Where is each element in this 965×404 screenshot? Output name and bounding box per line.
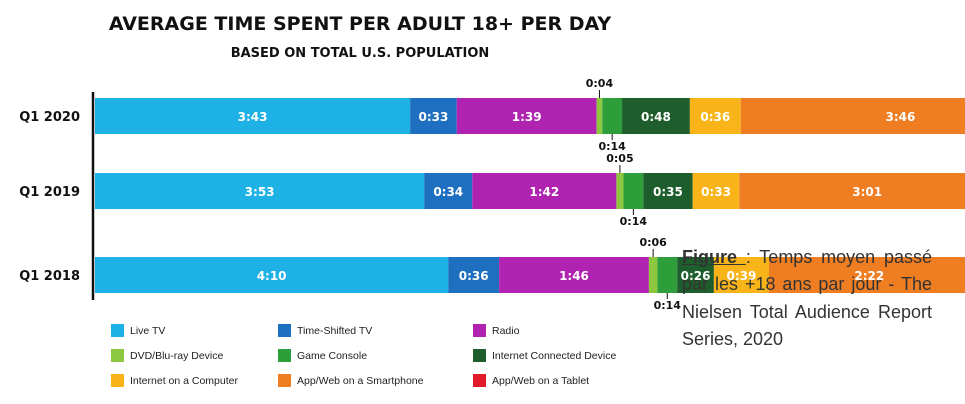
legend-label-internet-connected-device: Internet Connected Device (492, 350, 616, 362)
data-label-internet-connected-device-q1-2019: 0:35 (653, 185, 683, 199)
bar-segment-dvd-blu-ray-device-q1-2018 (648, 257, 658, 293)
bar-segment-game-console-q1-2020 (602, 98, 623, 134)
bar-segment-dvd-blu-ray-device-q1-2019 (616, 173, 624, 209)
caption-figure-label: Figure (682, 247, 746, 267)
legend-label-dvd-blu-ray-device: DVD/Blu-ray Device (130, 350, 224, 362)
data-label-live-tv-q1-2020: 3:43 (238, 110, 268, 124)
data-label-game-console-q1-2018: 0:14 (654, 299, 682, 312)
data-label-internet-on-a-computer-q1-2020: 0:36 (700, 110, 730, 124)
data-label-app-web-on-a-smartphone-q1-2018: 2:22 (854, 269, 884, 283)
data-label-dvd-q1-2018: 0:06 (639, 236, 667, 249)
bar-segment-app-web-on-a-smartphone-q1-2018 (769, 257, 965, 293)
legend-label-app-web-on-a-tablet: App/Web on a Tablet (492, 375, 589, 387)
legend-label-radio: Radio (492, 325, 520, 337)
bar-segment-radio-q1-2020 (456, 98, 597, 134)
bar-segment-game-console-q1-2018 (657, 257, 678, 293)
legend-swatch-internet-on-a-computer (111, 374, 124, 387)
category-label-q1-2019: Q1 2019 (19, 185, 80, 200)
bar-segment-live-tv-q1-2019 (95, 173, 425, 209)
data-label-radio-q1-2019: 1:42 (529, 185, 559, 199)
legend-swatch-dvd-blu-ray-device (111, 349, 124, 362)
bar-segment-time-shifted-tv-q1-2019 (424, 173, 473, 209)
legend-label-game-console: Game Console (297, 350, 367, 362)
bar-segment-internet-on-a-computer-q1-2019 (692, 173, 740, 209)
caption-text: Temps moyen passé par les +18 ans par jo… (682, 247, 932, 350)
legend-swatch-app-web-on-a-tablet (473, 374, 486, 387)
caption-separator: : (745, 247, 751, 267)
data-label-dvd-q1-2020: 0:04 (586, 77, 614, 90)
data-label-radio-q1-2020: 1:39 (512, 110, 542, 124)
bar-segment-dvd-blu-ray-device-q1-2020 (596, 98, 603, 134)
legend: Live TV Time-Shifted TV Radio DVD/Blu-ray D… (111, 324, 616, 387)
legend-swatch-time-shifted-tv (278, 324, 291, 337)
data-label-app-web-on-a-smartphone-q1-2020: 3:46 (885, 110, 915, 124)
bar-segment-time-shifted-tv-q1-2020 (410, 98, 457, 134)
bar-segment-radio-q1-2018 (499, 257, 649, 293)
bars-group: Q1 2020 3:43 0:33 1:39 0:04 0:14 0:48 0:36 3:46 0… (19, 77, 965, 312)
data-label-live-tv-q1-2019: 3:53 (245, 185, 275, 199)
data-label-internet-connected-device-q1-2020: 0:48 (641, 110, 671, 124)
data-label-time-shifted-tv-q1-2019: 0:34 (433, 185, 463, 199)
bar-segment-app-web-on-a-smartphone-q1-2020 (740, 98, 965, 134)
legend-swatch-live-tv (111, 324, 124, 337)
data-label-game-console-q1-2019: 0:14 (620, 215, 648, 228)
data-label-game-console-q1-2020: 0:14 (598, 140, 626, 153)
data-label-internet-on-a-computer-q1-2018: 0:39 (727, 269, 757, 283)
data-label-radio-q1-2018: 1:46 (559, 269, 589, 283)
legend-label-time-shifted-tv: Time-Shifted TV (297, 325, 372, 337)
category-label-q1-2018: Q1 2018 (19, 269, 80, 284)
data-label-time-shifted-tv-q1-2018: 0:36 (459, 269, 489, 283)
data-label-app-web-on-a-smartphone-q1-2019: 3:01 (852, 185, 882, 199)
chart-subtitle: BASED ON TOTAL U.S. POPULATION (231, 46, 490, 61)
bar-segment-internet-on-a-computer-q1-2020 (689, 98, 741, 134)
legend-label-app-web-on-a-smartphone: App/Web on a Smartphone (297, 375, 424, 387)
data-label-internet-on-a-computer-q1-2019: 0:33 (701, 185, 731, 199)
bar-segment-internet-on-a-computer-q1-2018 (713, 257, 770, 293)
category-label-q1-2020: Q1 2020 (19, 110, 80, 125)
legend-swatch-radio (473, 324, 486, 337)
legend-swatch-game-console (278, 349, 291, 362)
chart-title: AVERAGE TIME SPENT PER ADULT 18+ PER DAY (109, 13, 612, 35)
bar-segment-time-shifted-tv-q1-2018 (448, 257, 500, 293)
legend-label-internet-on-a-computer: Internet on a Computer (130, 375, 238, 387)
legend-label-live-tv: Live TV (130, 325, 165, 337)
bar-segment-internet-connected-device-q1-2020 (622, 98, 690, 134)
bar-segment-live-tv-q1-2018 (95, 257, 449, 293)
bar-segment-live-tv-q1-2020 (95, 98, 411, 134)
bar-segment-internet-connected-device-q1-2018 (677, 257, 714, 293)
bar-segment-radio-q1-2019 (472, 173, 617, 209)
bar-segment-internet-connected-device-q1-2019 (643, 173, 693, 209)
bar-segment-app-web-on-a-smartphone-q1-2019 (739, 173, 965, 209)
legend-swatch-app-web-on-a-smartphone (278, 374, 291, 387)
data-label-time-shifted-tv-q1-2020: 0:33 (418, 110, 448, 124)
data-label-internet-connected-device-q1-2018: 0:26 (681, 269, 711, 283)
data-label-dvd-q1-2019: 0:05 (606, 152, 633, 165)
data-label-live-tv-q1-2018: 4:10 (257, 269, 287, 283)
figure-caption: Figure : Temps moyen passé par les +18 a… (682, 244, 932, 353)
legend-swatch-internet-connected-device (473, 349, 486, 362)
bar-segment-game-console-q1-2019 (623, 173, 644, 209)
